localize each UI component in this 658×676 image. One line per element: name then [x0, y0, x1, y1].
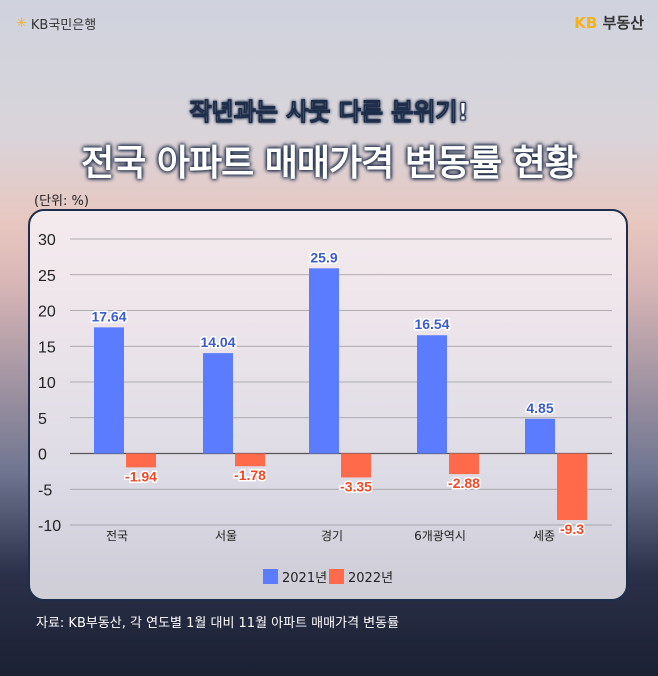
y-tick-label: -5: [38, 482, 52, 499]
legend-swatch-0: [263, 569, 278, 584]
bar-2022: [449, 453, 479, 475]
y-tick-label: 25: [38, 268, 56, 285]
y-tick-label: 20: [38, 304, 56, 321]
data-label: -1.94: [125, 468, 157, 484]
data-label: 16.54: [414, 316, 449, 332]
source-note: 자료: KB부동산, 각 연도별 1월 대비 11월 아파트 매매가격 변동률: [36, 616, 400, 631]
kb-star-icon: ✳: [16, 16, 27, 31]
kb-bank-logo: ✳ KB국민은행: [16, 14, 96, 33]
data-label: 17.64: [91, 308, 126, 324]
bar-2021: [94, 327, 124, 454]
bar-2022: [126, 453, 156, 468]
bar-2021: [525, 418, 555, 454]
data-label: 14.04: [200, 334, 235, 350]
x-tick-label: 6개광역시: [414, 529, 466, 543]
page-title: 전국 아파트 매매가격 변동률 현황: [81, 143, 578, 184]
y-tick-label: 30: [38, 232, 56, 249]
data-label: -1.78: [234, 467, 266, 483]
kb-realestate-logo: KB 부동산: [574, 12, 644, 33]
bar-2021: [417, 335, 447, 454]
data-label: 4.85: [526, 400, 553, 416]
legend-label: 2022년: [348, 571, 393, 586]
data-label: 25.9: [310, 249, 337, 265]
legend-label: 2021년: [282, 571, 327, 586]
data-label: -9.3: [560, 521, 584, 537]
legend-swatch-1: [329, 569, 344, 584]
bank-logo-text: KB국민은행: [30, 18, 97, 33]
bar-2021: [203, 353, 233, 454]
y-tick-label: 10: [38, 375, 56, 392]
y-tick-label: -10: [38, 518, 61, 535]
x-tick-label: 전국: [106, 529, 128, 543]
brand-text: 부동산: [602, 14, 644, 32]
bar-2022: [235, 453, 265, 467]
subtitle: 작년과는 사뭇 다른 분위기!: [189, 98, 469, 127]
y-tick-label: 15: [38, 339, 56, 356]
bar-2021: [309, 268, 339, 454]
unit-label: (단위: %): [34, 194, 89, 209]
data-label: -2.88: [448, 475, 480, 491]
brand-kb: KB: [574, 14, 598, 32]
x-tick-label: 서울: [215, 529, 237, 543]
bar-2022: [557, 453, 587, 520]
data-label: -3.35: [340, 478, 372, 494]
y-tick-label: 5: [38, 411, 47, 428]
y-tick-label: 0: [38, 447, 47, 464]
x-tick-label: 경기: [321, 529, 343, 543]
x-tick-label: 세종: [533, 529, 555, 543]
bar-2022: [341, 453, 371, 478]
